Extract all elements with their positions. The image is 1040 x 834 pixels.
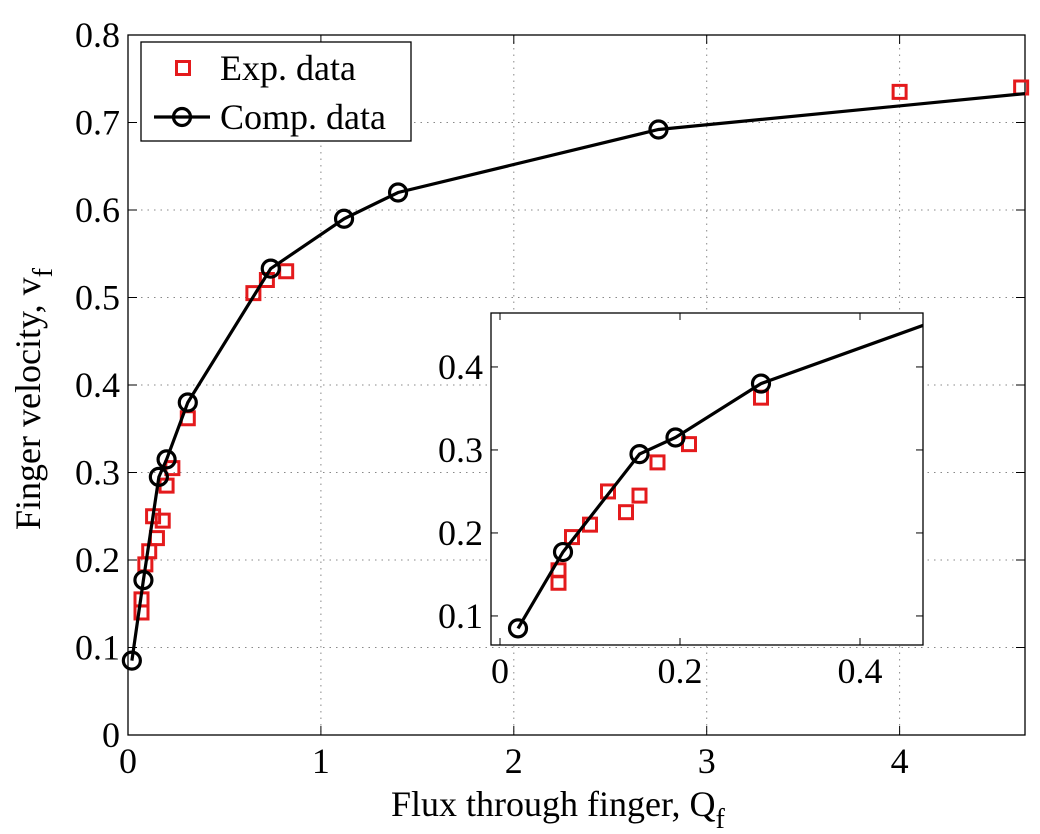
inset-comp-line bbox=[516, 323, 923, 630]
inset-x-tick-label: 0.4 bbox=[838, 651, 883, 691]
main-x-tick-label: 3 bbox=[698, 741, 716, 781]
main-y-tick-label: 0.8 bbox=[75, 15, 120, 55]
main-exp-point bbox=[245, 285, 262, 302]
main-y-tick-label: 0 bbox=[102, 715, 120, 755]
inset-plot-area bbox=[491, 313, 923, 645]
legend-exp-label: Exp. data bbox=[220, 48, 356, 88]
main-y-tick-label: 0.3 bbox=[75, 452, 120, 492]
x-axis-label: Flux through finger, Qf bbox=[391, 784, 726, 834]
main-comp-point bbox=[133, 570, 154, 591]
y-axis-label: Finger velocity, vf bbox=[8, 267, 59, 530]
inset-comp-point bbox=[665, 427, 686, 448]
main-x-tick-label: 1 bbox=[312, 741, 330, 781]
main-comp-point bbox=[260, 258, 281, 279]
main-y-tick-label: 0.7 bbox=[75, 102, 120, 142]
main-x-tick-label: 4 bbox=[891, 741, 909, 781]
legend-comp-marker bbox=[171, 106, 193, 128]
inset-y-tick-label: 0.1 bbox=[438, 596, 483, 636]
axis-labels: Flux through finger, Qf Finger velocity,… bbox=[8, 267, 726, 834]
main-comp-point bbox=[148, 466, 169, 487]
main-comp-point bbox=[177, 392, 198, 413]
inset-plot: 0 0.2 0.4 0.1 0.2 0.3 0.4 bbox=[438, 312, 924, 691]
inset-exp-point bbox=[631, 487, 648, 504]
main-exp-point bbox=[891, 83, 908, 100]
main-comp-line bbox=[130, 92, 1025, 661]
inset-y-tick-label: 0.4 bbox=[438, 347, 483, 387]
inset-x-tick-label: 0 bbox=[491, 651, 509, 691]
inset-y-tick-label: 0.3 bbox=[438, 430, 483, 470]
inset-exp-point bbox=[649, 454, 666, 471]
main-comp-point bbox=[648, 119, 669, 140]
inset-frame bbox=[490, 312, 924, 646]
legend-comp-label: Comp. data bbox=[220, 97, 386, 137]
legend: Exp. data Comp. data bbox=[140, 41, 412, 142]
main-y-tick-label: 0.5 bbox=[75, 277, 120, 317]
inset-comp-point bbox=[750, 373, 772, 394]
main-exp-point bbox=[154, 512, 171, 529]
main-y-tick-label: 0.6 bbox=[75, 190, 120, 230]
main-comp-point bbox=[156, 449, 177, 470]
inset-exp-point bbox=[564, 529, 580, 546]
inset-y-tick-label: 0.2 bbox=[438, 513, 483, 553]
main-y-tick-label: 0.4 bbox=[75, 365, 120, 405]
legend-exp-marker bbox=[175, 60, 191, 76]
main-comp-point bbox=[333, 208, 355, 229]
main-y-tick-label: 0.1 bbox=[75, 627, 120, 667]
inset-x-tick-label: 0.2 bbox=[658, 651, 703, 691]
main-y-tick-label: 0.2 bbox=[75, 540, 120, 580]
main-comp-point bbox=[121, 650, 142, 671]
main-comp-point bbox=[387, 182, 409, 203]
inset-comp-point bbox=[552, 541, 574, 563]
inset-comp-point bbox=[507, 618, 529, 639]
inset-exp-point bbox=[600, 483, 616, 500]
inset-comp-point bbox=[629, 444, 650, 465]
inset-exp-point bbox=[618, 504, 634, 521]
main-x-tick-label: 2 bbox=[505, 741, 523, 781]
main-x-tick-label: 0 bbox=[119, 741, 137, 781]
